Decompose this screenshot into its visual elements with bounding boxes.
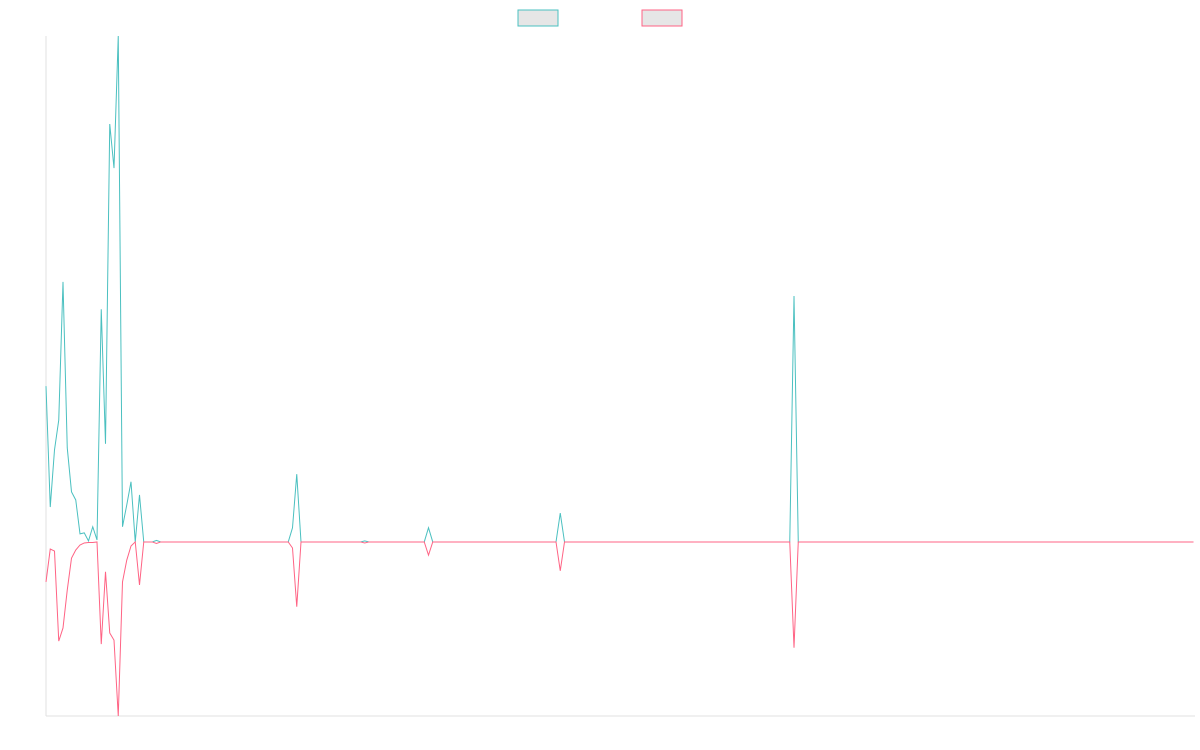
series-line xyxy=(45,35,1194,543)
series-line xyxy=(45,540,1194,717)
legend-swatch xyxy=(641,9,683,27)
legend-swatch xyxy=(517,9,559,27)
